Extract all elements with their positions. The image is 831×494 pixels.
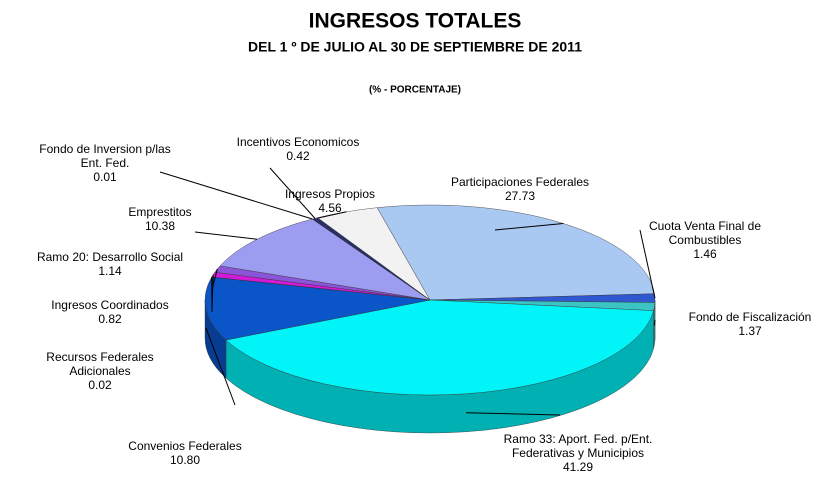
leader-line xyxy=(269,167,316,219)
slice-value-label: 0.42 xyxy=(286,149,310,163)
leader-line xyxy=(653,319,656,326)
pie-slice xyxy=(311,217,431,301)
slice-label-name: Ingresos Coordinados xyxy=(51,298,168,312)
slice-value-label: 1.14 xyxy=(98,264,122,278)
leader-line xyxy=(639,229,656,299)
slice-label: Ramo 33: Aport. Fed. p/Ent. Federativas y… xyxy=(504,432,653,474)
slice-label-name: Ingresos Propios xyxy=(285,187,375,201)
slice-value-label: 27.73 xyxy=(505,189,535,203)
slice-label-name: Ramo 33: Aport. Fed. p/Ent. Federativas y… xyxy=(504,432,653,460)
leader-line xyxy=(205,327,236,406)
slice-value-label: 41.29 xyxy=(563,460,593,474)
slice-label-name: Ramo 20: Desarrollo Social xyxy=(37,250,183,264)
slice-label-name: Fondo de Fiscalización xyxy=(689,310,812,324)
slice-value-label: 10.80 xyxy=(170,453,200,467)
pie-slice xyxy=(204,276,431,341)
pie-slice xyxy=(225,299,654,396)
slice-label-name: Emprestitos xyxy=(128,205,191,219)
leader-line xyxy=(211,268,218,291)
pie-slice xyxy=(376,204,655,301)
slice-label-name: Cuota Venta Final de Combustibles xyxy=(649,219,761,247)
slice-label-name: Convenios Federales xyxy=(128,439,241,453)
slice-value-label: 4.56 xyxy=(318,201,342,215)
slice-value-label: 1.37 xyxy=(738,324,762,338)
leader-line xyxy=(194,231,258,240)
chart-subtitle: DEL 1 º DE JULIO AL 30 DE SEPTIEMBRE DE … xyxy=(248,39,582,55)
slice-label-name: Participaciones Federales xyxy=(451,175,589,189)
slice-label-name: Incentivos Economicos xyxy=(237,135,360,149)
leader-line xyxy=(494,222,564,231)
unit-label: (% - PORCENTAJE) xyxy=(369,85,461,96)
slice-value-label: 0.82 xyxy=(98,312,122,326)
slice-value-label: 0.02 xyxy=(88,378,112,392)
pie-slice xyxy=(219,218,431,301)
leader-line xyxy=(211,274,214,310)
leader-line xyxy=(317,211,347,219)
slice-value-label: 0.01 xyxy=(93,170,117,184)
leader-line xyxy=(159,171,313,220)
slice-value-label: 10.38 xyxy=(145,219,175,233)
slice-label-name: Recursos Federales Adicionales xyxy=(46,350,153,378)
leader-line xyxy=(466,412,561,416)
slice-label-name: Fondo de Inversion p/las Ent. Fed. xyxy=(39,142,170,170)
slice-value-label: 1.46 xyxy=(693,247,717,261)
slice-label: Fondo de Inversion p/las Ent. Fed.0.01 xyxy=(39,142,170,184)
chart-title: INGRESOS TOTALES xyxy=(309,10,522,33)
